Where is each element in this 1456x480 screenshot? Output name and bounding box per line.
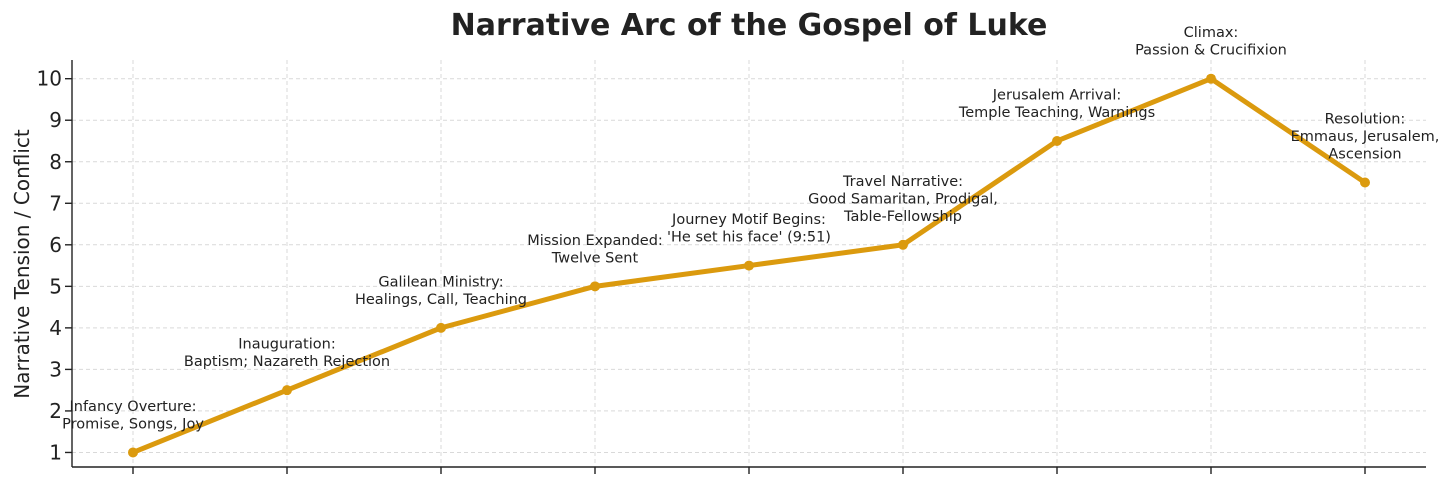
annotation-line: Healings, Call, Teaching — [355, 292, 527, 308]
annotation-line: Resolution: — [1325, 112, 1406, 128]
annotation-line: Ascension — [1328, 147, 1401, 163]
annotation-line: Climax: — [1184, 25, 1239, 41]
annotation: Mission Expanded:Twelve Sent — [527, 233, 663, 266]
data-point — [128, 447, 138, 458]
annotation: Inauguration:Baptism; Nazareth Rejection — [184, 337, 390, 371]
data-point — [1052, 135, 1062, 146]
annotation-line: Travel Narrative: — [842, 174, 963, 190]
data-point — [436, 322, 446, 333]
data-point — [590, 281, 600, 292]
grid — [72, 60, 1426, 467]
y-tick-labels: 1 2 3 4 5 6 7 8 9 10 — [37, 67, 62, 465]
annotation-line: 'He set his face' (9:51) — [667, 230, 831, 246]
annotations: Infancy Overture:Promise, Songs, Joy Inau… — [62, 25, 1439, 432]
data-point — [744, 260, 754, 271]
annotation: Travel Narrative:Good Samaritan, Prodiga… — [808, 174, 998, 225]
annotation-line: Passion & Crucifixion — [1135, 43, 1287, 59]
y-tick-label: 5 — [49, 274, 62, 298]
chart-title: Narrative Arc of the Gospel of Luke — [451, 8, 1048, 43]
annotation-line: Promise, Songs, Joy — [62, 416, 204, 432]
y-tick-label: 10 — [37, 67, 62, 91]
data-point — [1360, 177, 1370, 188]
annotation-line: Jerusalem Arrival: — [992, 87, 1121, 103]
annotation: Journey Motif Begins: 'He set his face' (… — [667, 212, 831, 246]
annotation-line: Emmaus, Jerusalem, — [1291, 129, 1440, 145]
annotation-line: Journey Motif Begins: — [671, 212, 826, 228]
annotation: Climax: Passion & Crucifixion — [1135, 25, 1287, 59]
annotation: Galilean Ministry: Healings, Call, Teachi… — [355, 274, 527, 308]
data-point — [898, 239, 908, 250]
annotation-line: Mission Expanded: — [527, 233, 663, 249]
annotation-line: Good Samaritan, Prodigal, — [808, 191, 998, 207]
data-point — [1206, 73, 1216, 84]
annotation-line: Inauguration: — [238, 337, 335, 353]
y-tick-label: 2 — [49, 399, 62, 423]
annotation-line: Twelve Sent — [551, 250, 639, 266]
annotation-line: Infancy Overture: — [69, 399, 196, 415]
y-axis-label: Narrative Tension / Conflict — [10, 129, 34, 399]
axes — [65, 60, 1426, 474]
y-tick-label: 9 — [49, 108, 62, 132]
annotation-line: Galilean Ministry: — [378, 274, 503, 290]
y-tick-label: 7 — [49, 191, 62, 215]
annotation-line: Table-Fellowship — [843, 209, 962, 225]
y-tick-label: 1 — [49, 440, 62, 464]
y-tick-label: 3 — [49, 357, 62, 381]
series-tension — [128, 73, 1370, 458]
annotation-line: Baptism; Nazareth Rejection — [184, 354, 390, 370]
y-tick-label: 8 — [49, 150, 62, 174]
annotation-line: Temple Teaching, Warnings — [958, 105, 1155, 121]
annotation: Infancy Overture:Promise, Songs, Joy — [62, 399, 204, 433]
annotation: Resolution:Emmaus, Jerusalem, Ascension — [1291, 112, 1440, 163]
y-tick-label: 6 — [49, 233, 62, 257]
y-tick-label: 4 — [49, 316, 62, 340]
data-point — [282, 385, 292, 396]
annotation: Jerusalem Arrival: Temple Teaching, Warni… — [958, 87, 1155, 121]
